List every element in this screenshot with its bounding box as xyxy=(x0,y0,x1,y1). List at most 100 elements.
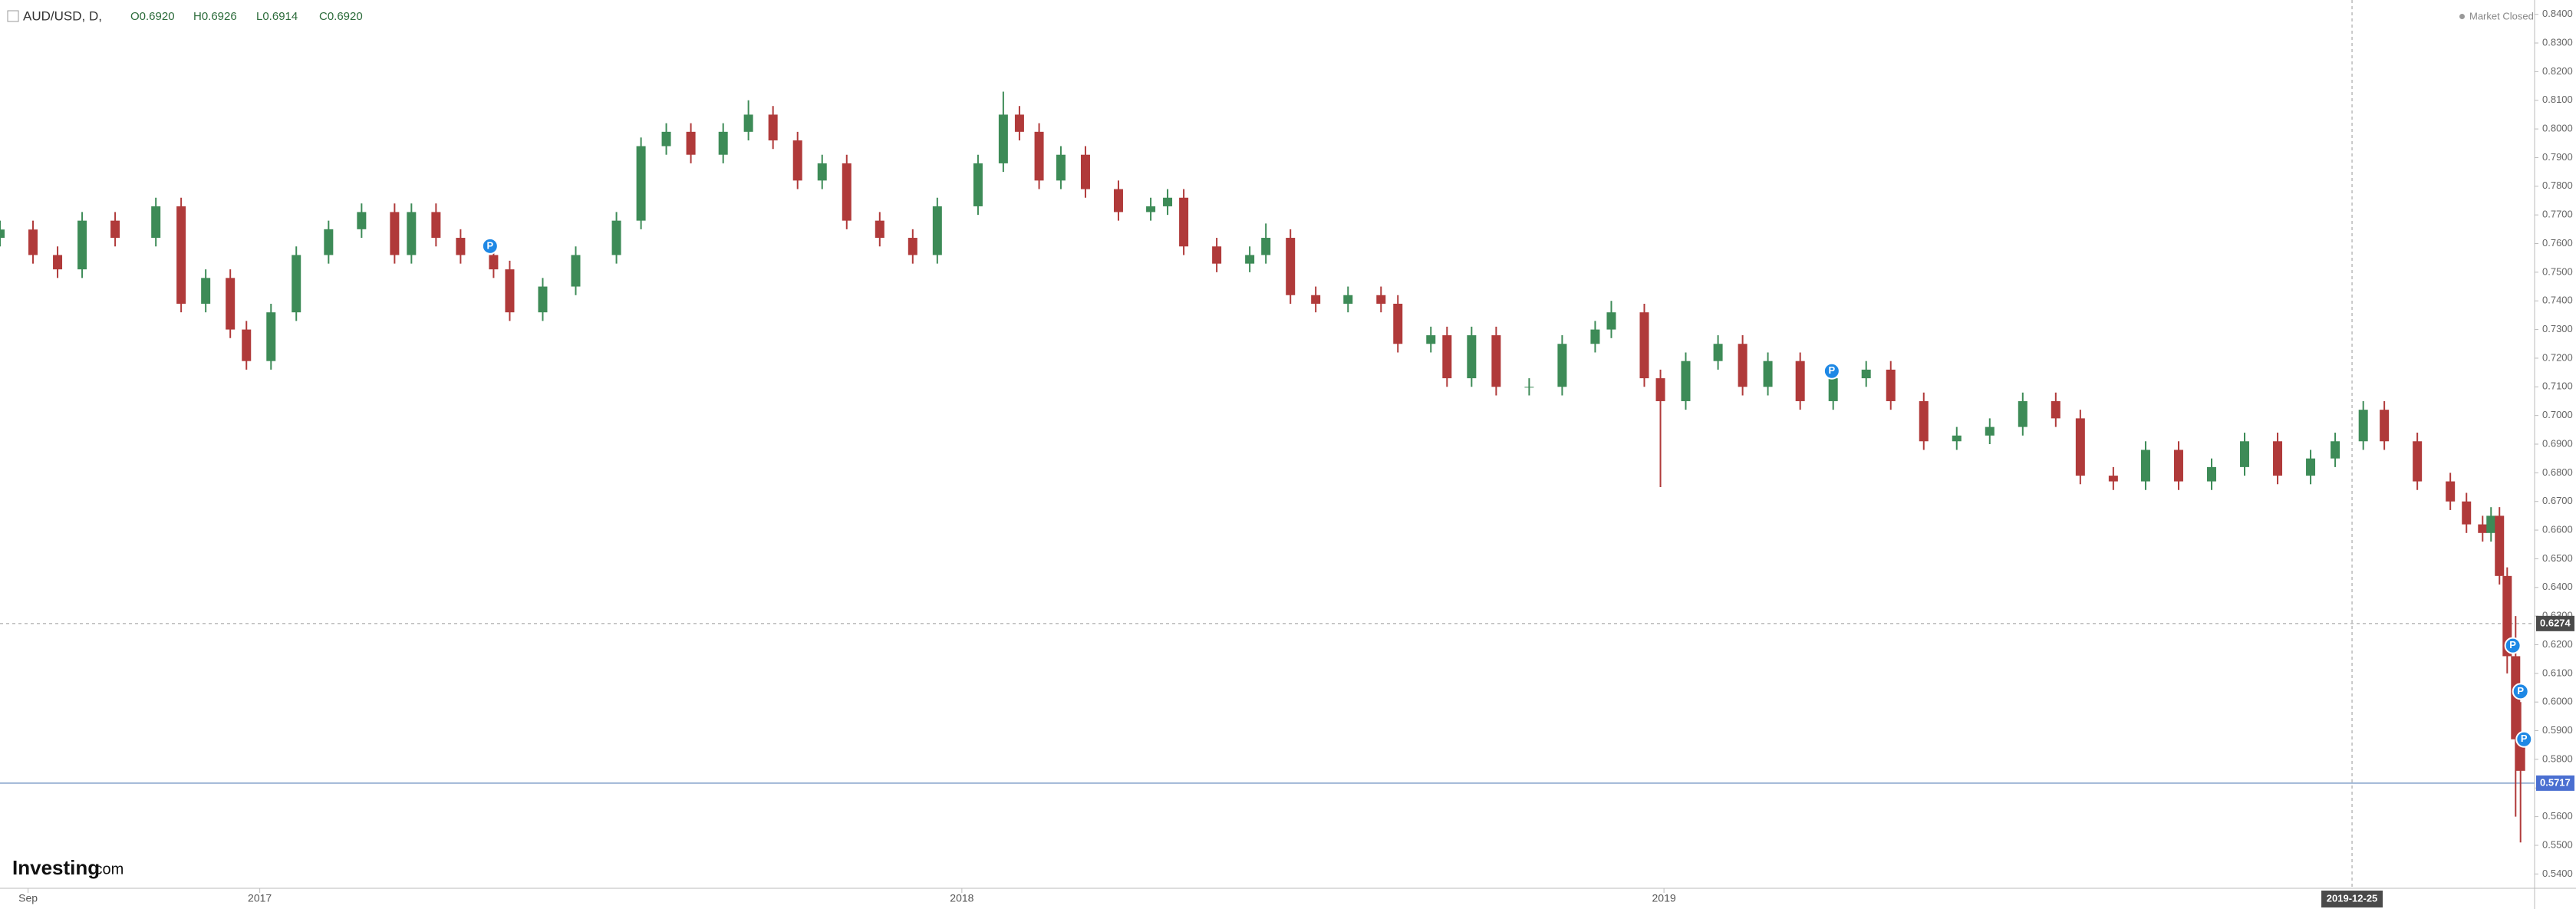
crosshair-y-tag xyxy=(2536,615,2574,631)
event-marker xyxy=(481,237,499,255)
event-label: P xyxy=(1829,364,1836,376)
y-tick-label: 0.6200 xyxy=(2542,638,2573,650)
candle-body xyxy=(1681,361,1691,401)
event-marker xyxy=(2512,683,2529,700)
candle-body xyxy=(1952,435,1962,442)
candle-body xyxy=(151,206,161,239)
candle-body xyxy=(1861,369,1871,379)
y-tick-label: 0.6400 xyxy=(2542,581,2573,592)
candle-body xyxy=(718,131,728,155)
symbol: AUD/USD, D, xyxy=(23,8,102,23)
y-tick-label: 0.6000 xyxy=(2542,696,2573,707)
candle-body xyxy=(110,220,120,239)
last-price-tag xyxy=(2536,775,2574,791)
candle-body xyxy=(817,163,827,181)
brand: Investing xyxy=(12,856,100,879)
candle-body xyxy=(489,255,499,270)
candle-body xyxy=(842,163,852,221)
candle-body xyxy=(908,238,917,255)
candle-body xyxy=(324,229,334,255)
crosshair-x-tag xyxy=(2321,891,2383,907)
candle-body xyxy=(768,114,778,141)
event-marker xyxy=(2515,730,2533,748)
candle-body xyxy=(2413,441,2423,482)
candle-body xyxy=(1393,303,1403,344)
x-tick-label: 2017 xyxy=(248,892,272,904)
candle-body xyxy=(1146,206,1156,212)
collapse-icon[interactable] xyxy=(7,10,19,22)
event-marker xyxy=(2504,637,2522,654)
candle-body xyxy=(2462,501,2472,525)
candle-body xyxy=(636,146,646,221)
candle-body xyxy=(2108,476,2118,482)
candle-body xyxy=(998,114,1008,163)
candle-body xyxy=(1919,400,1929,442)
y-tick-label: 0.7600 xyxy=(2542,237,2573,249)
ohlc-value: C0.6920 xyxy=(319,10,363,23)
candle-body xyxy=(1655,378,1665,401)
candle-body xyxy=(611,220,621,255)
y-tick-label: 0.8300 xyxy=(2542,36,2573,48)
candle-body xyxy=(1985,427,1995,436)
candle-body xyxy=(743,114,753,132)
y-tick-label: 0.7900 xyxy=(2542,151,2573,163)
candle-body xyxy=(973,163,983,206)
candle-body xyxy=(2495,515,2505,576)
event-label: P xyxy=(486,239,493,251)
candle-body xyxy=(28,229,38,255)
candle-body xyxy=(2173,450,2183,482)
candle-body xyxy=(1343,295,1353,304)
y-tick-label: 0.7800 xyxy=(2542,179,2573,191)
candle-body xyxy=(571,255,581,287)
candle-body xyxy=(2502,575,2512,657)
y-tick-label: 0.8000 xyxy=(2542,123,2573,134)
candle-body xyxy=(1261,238,1271,255)
candle-body xyxy=(2018,400,2028,427)
y-tick-label: 0.6100 xyxy=(2542,667,2573,678)
y-tick-label: 0.6600 xyxy=(2542,524,2573,535)
candle-body xyxy=(1828,378,1838,401)
candle-body xyxy=(661,131,671,147)
ohlc-value: O0.6920 xyxy=(130,10,175,23)
candle-body xyxy=(1763,361,1773,387)
candle-body xyxy=(1376,295,1386,304)
candle-body xyxy=(1056,154,1066,181)
candle-body xyxy=(1442,335,1452,379)
y-tick-label: 0.5500 xyxy=(2542,838,2573,850)
candle-body xyxy=(505,269,515,313)
candle-body xyxy=(1795,361,1805,401)
y-tick-label: 0.7300 xyxy=(2542,323,2573,334)
candle-body xyxy=(456,238,466,255)
ohlc-value: H0.6926 xyxy=(193,10,237,23)
y-tick-label: 0.6700 xyxy=(2542,495,2573,506)
status-dot xyxy=(2459,14,2465,19)
candle-body xyxy=(2358,410,2368,442)
candle-body xyxy=(1557,344,1567,387)
y-tick-label: 0.5800 xyxy=(2542,753,2573,764)
candle-body xyxy=(1163,197,1173,206)
y-tick-label: 0.8100 xyxy=(2542,94,2573,105)
y-tick-label: 0.5400 xyxy=(2542,868,2573,879)
candle-body xyxy=(1426,335,1436,344)
candle-body xyxy=(2331,441,2340,459)
candle-body xyxy=(266,312,276,361)
candle-body xyxy=(1738,344,1748,387)
ohlc-value: L0.6914 xyxy=(256,10,298,23)
y-tick-label: 0.7000 xyxy=(2542,409,2573,420)
last-price-label: 0.5717 xyxy=(2540,776,2571,788)
x-tick-label: 2019 xyxy=(1652,892,1676,904)
candle-body xyxy=(875,220,884,239)
y-tick-label: 0.5600 xyxy=(2542,810,2573,822)
candle-body xyxy=(1179,197,1189,247)
y-tick-label: 0.8200 xyxy=(2542,65,2573,77)
market-status: Market Closed xyxy=(2469,10,2534,21)
candle-body xyxy=(2486,515,2496,533)
y-tick-label: 0.5900 xyxy=(2542,724,2573,736)
candle-body xyxy=(1491,335,1501,387)
y-tick-label: 0.8400 xyxy=(2542,8,2573,19)
y-tick-label: 0.7100 xyxy=(2542,380,2573,392)
candle-body xyxy=(201,278,211,304)
candle-body xyxy=(176,206,186,304)
